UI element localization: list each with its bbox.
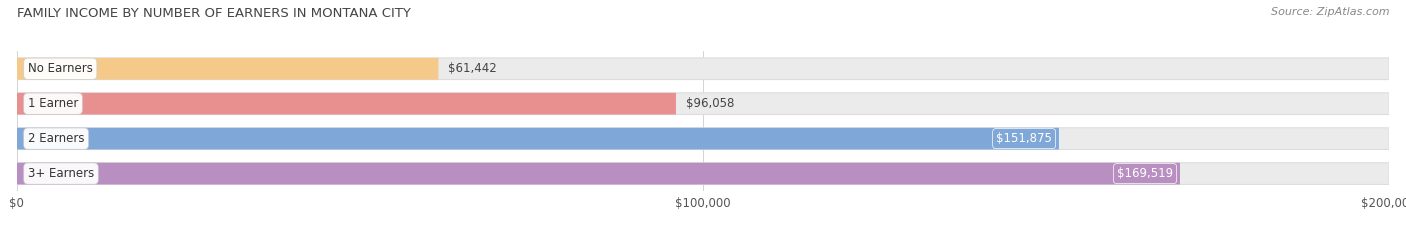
Text: Source: ZipAtlas.com: Source: ZipAtlas.com	[1271, 7, 1389, 17]
Text: 1 Earner: 1 Earner	[28, 97, 79, 110]
Text: 3+ Earners: 3+ Earners	[28, 167, 94, 180]
FancyBboxPatch shape	[17, 163, 1389, 185]
Text: $61,442: $61,442	[449, 62, 496, 75]
FancyBboxPatch shape	[17, 128, 1059, 150]
FancyBboxPatch shape	[17, 58, 1389, 80]
FancyBboxPatch shape	[17, 128, 1389, 150]
Text: $151,875: $151,875	[997, 132, 1052, 145]
FancyBboxPatch shape	[17, 58, 439, 80]
Text: 2 Earners: 2 Earners	[28, 132, 84, 145]
FancyBboxPatch shape	[17, 163, 1180, 185]
FancyBboxPatch shape	[17, 93, 676, 115]
Text: $169,519: $169,519	[1116, 167, 1173, 180]
FancyBboxPatch shape	[17, 93, 1389, 115]
Text: $96,058: $96,058	[686, 97, 734, 110]
Text: FAMILY INCOME BY NUMBER OF EARNERS IN MONTANA CITY: FAMILY INCOME BY NUMBER OF EARNERS IN MO…	[17, 7, 411, 20]
Text: No Earners: No Earners	[28, 62, 93, 75]
